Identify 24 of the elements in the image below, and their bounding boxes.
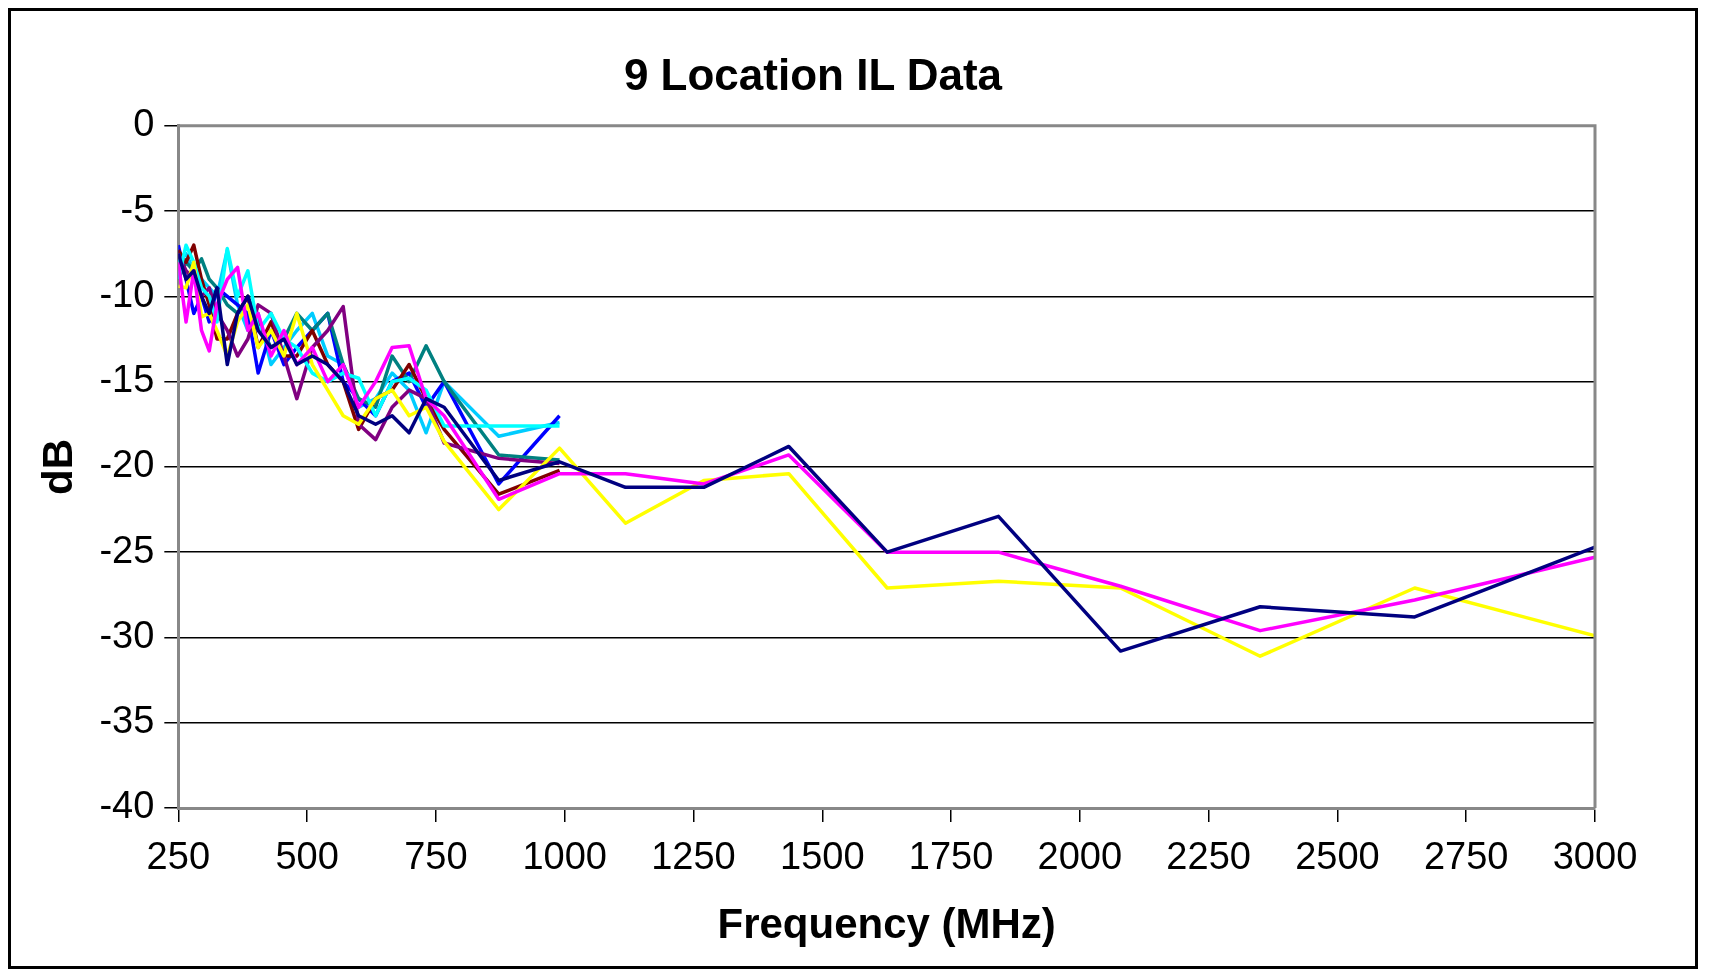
x-tick-label: 1250 bbox=[651, 835, 736, 878]
y-axis-title: dB bbox=[33, 438, 81, 495]
y-tick-label: -35 bbox=[99, 699, 155, 742]
y-tick-label: -25 bbox=[99, 528, 155, 571]
x-tick-label: 2000 bbox=[1037, 835, 1123, 878]
y-tick-label: -5 bbox=[120, 187, 155, 230]
x-tick-label: 750 bbox=[404, 835, 468, 878]
y-tick-label: -15 bbox=[99, 358, 155, 401]
x-tick-label: 2500 bbox=[1295, 835, 1380, 878]
x-tick-label: 1750 bbox=[908, 835, 994, 878]
y-tick-label: 0 bbox=[133, 102, 155, 145]
y-tick-label: -40 bbox=[99, 784, 155, 827]
x-tick-label: 250 bbox=[146, 835, 211, 878]
x-tick-label: 1500 bbox=[779, 835, 865, 878]
x-tick-label: 500 bbox=[275, 835, 339, 878]
y-tick-label: -20 bbox=[99, 443, 155, 486]
x-tick-label: 2250 bbox=[1166, 835, 1251, 878]
y-tick-label: -10 bbox=[99, 272, 155, 315]
y-tick-label: -30 bbox=[99, 613, 155, 656]
x-tick-label: 1000 bbox=[522, 835, 607, 878]
x-tick-label: 2750 bbox=[1423, 835, 1509, 878]
x-axis-title: Frequency (MHz) bbox=[717, 900, 1056, 948]
chart-title: 9 Location IL Data bbox=[623, 49, 1003, 99]
x-tick-label: 3000 bbox=[1552, 835, 1638, 878]
